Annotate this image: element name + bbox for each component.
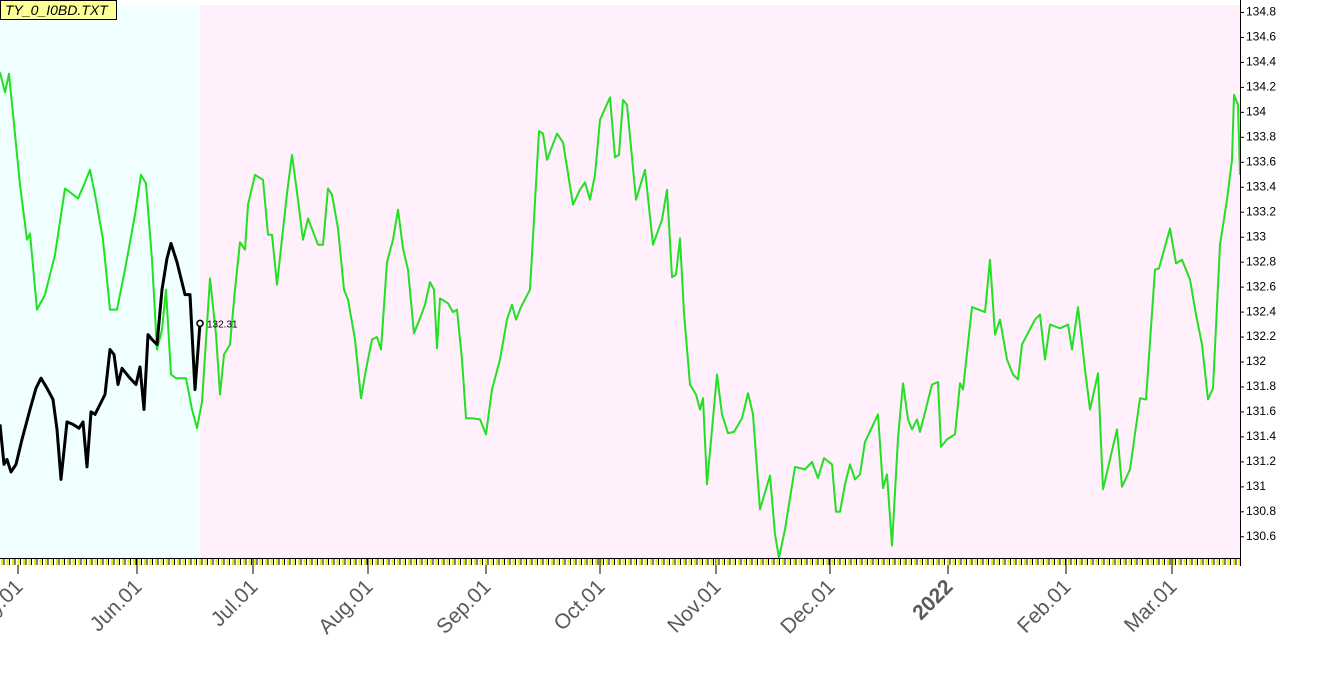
series-line	[0, 241, 202, 481]
x-tick-label: Oct.01	[550, 575, 610, 635]
series-line	[0, 72, 1240, 558]
y-tick-label: 134.4	[1246, 55, 1276, 69]
title-background	[0, 0, 117, 20]
y-tick-label: 134.8	[1246, 5, 1276, 19]
last-point-marker	[196, 319, 204, 328]
y-tick-label: 130.6	[1246, 529, 1276, 543]
x-axis-ruler	[0, 558, 1240, 566]
y-tick-label: 131	[1246, 479, 1266, 493]
value-label: 132.31	[207, 319, 238, 330]
y-tick-label: 133.8	[1246, 129, 1276, 143]
chart-title: TY_0_I0BD.TXT	[5, 2, 109, 18]
y-tick-label: 132.2	[1246, 329, 1276, 343]
x-tick-label: May.01	[0, 575, 28, 639]
y-tick-label: 132.6	[1246, 279, 1276, 293]
x-tick-label: Jun.01	[86, 575, 147, 636]
background-region	[200, 5, 1240, 558]
x-tick-label: Jul.01	[207, 575, 263, 631]
y-tick-label: 133	[1246, 229, 1266, 243]
background-regions	[0, 5, 1240, 558]
y-tick-label: 134.6	[1246, 30, 1276, 44]
y-tick-label: 131.2	[1246, 454, 1276, 468]
y-tick-label: 131.6	[1246, 404, 1276, 418]
y-tick-label: 130.8	[1246, 504, 1276, 518]
x-tick-label: Feb.01	[1013, 575, 1076, 638]
y-tick-label: 131.8	[1246, 379, 1276, 393]
y-tick-label: 132.8	[1246, 254, 1276, 268]
y-tick-label: 133.4	[1246, 179, 1276, 193]
y-tick-label: 133.2	[1246, 204, 1276, 218]
y-tick-label: 132.4	[1246, 304, 1276, 318]
x-tick-label: Sep.01	[432, 575, 495, 638]
y-tick-label: 134.2	[1246, 80, 1276, 94]
background-region	[0, 5, 200, 558]
y-tick-label: 132	[1246, 354, 1266, 368]
y-tick-label: 134	[1246, 105, 1266, 119]
title-box: TY_0_I0BD.TXT	[0, 0, 117, 20]
y-tick-label: 133.6	[1246, 154, 1276, 168]
x-tick-label: Nov.01	[663, 575, 725, 637]
x-tick-label: Aug.01	[314, 575, 377, 638]
x-tick-label: 2022	[908, 575, 957, 624]
y-tick-label: 131.4	[1246, 429, 1276, 443]
x-tick-label: Dec.01	[776, 575, 839, 638]
x-tick-label: Mar.01	[1120, 575, 1182, 637]
plot-lines	[0, 72, 1240, 558]
